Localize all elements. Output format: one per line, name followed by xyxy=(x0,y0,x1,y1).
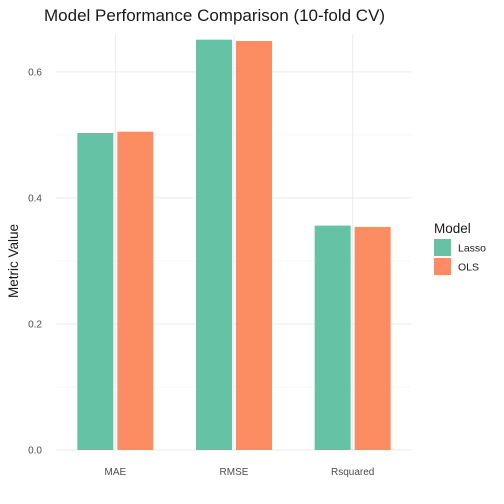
y-tick-label: 0.0 xyxy=(28,446,42,457)
bar-lasso-rmse xyxy=(196,39,232,450)
chart-title: Model Performance Comparison (10-fold CV… xyxy=(44,6,385,25)
bar-ols-mae xyxy=(117,131,154,451)
x-tick-label: Rsquared xyxy=(331,467,374,478)
y-axis-label: Metric Value xyxy=(6,224,21,298)
legend-key-lasso xyxy=(434,239,451,256)
legend-key-ols xyxy=(434,258,451,275)
y-tick-label: 0.2 xyxy=(28,319,42,330)
bars xyxy=(77,39,391,451)
bar-ols-rsquared xyxy=(354,226,391,450)
legend-label: OLS xyxy=(458,262,479,274)
bar-lasso-rsquared xyxy=(314,225,351,450)
y-tick-label: 0.6 xyxy=(28,67,42,78)
x-axis-ticks: MAE RMSE Rsquared xyxy=(104,467,374,478)
y-axis-ticks: 0.0 0.2 0.4 0.6 xyxy=(28,67,42,456)
legend: Model Lasso OLS xyxy=(434,221,486,275)
x-tick-label: RMSE xyxy=(220,467,249,478)
bar-lasso-mae xyxy=(77,132,114,450)
bar-ols-rmse xyxy=(236,40,272,450)
y-tick-label: 0.4 xyxy=(28,193,42,204)
legend-label: Lasso xyxy=(458,243,486,255)
gridlines xyxy=(56,34,412,451)
x-tick-label: MAE xyxy=(104,467,126,478)
legend-title: Model xyxy=(434,221,471,236)
